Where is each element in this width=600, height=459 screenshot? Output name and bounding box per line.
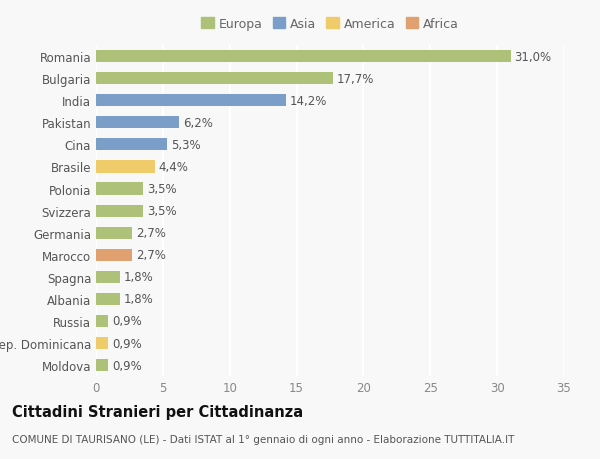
Bar bbox=[96, 51, 511, 63]
Text: 1,8%: 1,8% bbox=[124, 271, 154, 284]
Text: 0,9%: 0,9% bbox=[112, 359, 142, 372]
Bar bbox=[96, 73, 332, 85]
Text: 2,7%: 2,7% bbox=[136, 227, 166, 240]
Text: 5,3%: 5,3% bbox=[171, 139, 200, 151]
Text: 1,8%: 1,8% bbox=[124, 293, 154, 306]
Bar bbox=[96, 139, 167, 151]
Text: 31,0%: 31,0% bbox=[515, 50, 551, 63]
Bar bbox=[96, 227, 132, 239]
Text: COMUNE DI TAURISANO (LE) - Dati ISTAT al 1° gennaio di ogni anno - Elaborazione : COMUNE DI TAURISANO (LE) - Dati ISTAT al… bbox=[12, 434, 514, 444]
Text: 17,7%: 17,7% bbox=[337, 73, 374, 85]
Bar bbox=[96, 205, 143, 217]
Bar bbox=[96, 293, 120, 305]
Bar bbox=[96, 95, 286, 107]
Bar bbox=[96, 359, 108, 371]
Text: 6,2%: 6,2% bbox=[183, 117, 213, 129]
Text: 4,4%: 4,4% bbox=[159, 161, 189, 174]
Bar bbox=[96, 249, 132, 261]
Text: 2,7%: 2,7% bbox=[136, 249, 166, 262]
Text: 0,9%: 0,9% bbox=[112, 337, 142, 350]
Bar bbox=[96, 315, 108, 327]
Text: 0,9%: 0,9% bbox=[112, 315, 142, 328]
Text: 3,5%: 3,5% bbox=[147, 205, 176, 218]
Text: 14,2%: 14,2% bbox=[290, 95, 327, 107]
Bar bbox=[96, 161, 155, 173]
Text: Cittadini Stranieri per Cittadinanza: Cittadini Stranieri per Cittadinanza bbox=[12, 404, 303, 419]
Text: 3,5%: 3,5% bbox=[147, 183, 176, 196]
Legend: Europa, Asia, America, Africa: Europa, Asia, America, Africa bbox=[199, 15, 461, 33]
Bar bbox=[96, 183, 143, 195]
Bar bbox=[96, 271, 120, 283]
Bar bbox=[96, 337, 108, 349]
Bar bbox=[96, 117, 179, 129]
